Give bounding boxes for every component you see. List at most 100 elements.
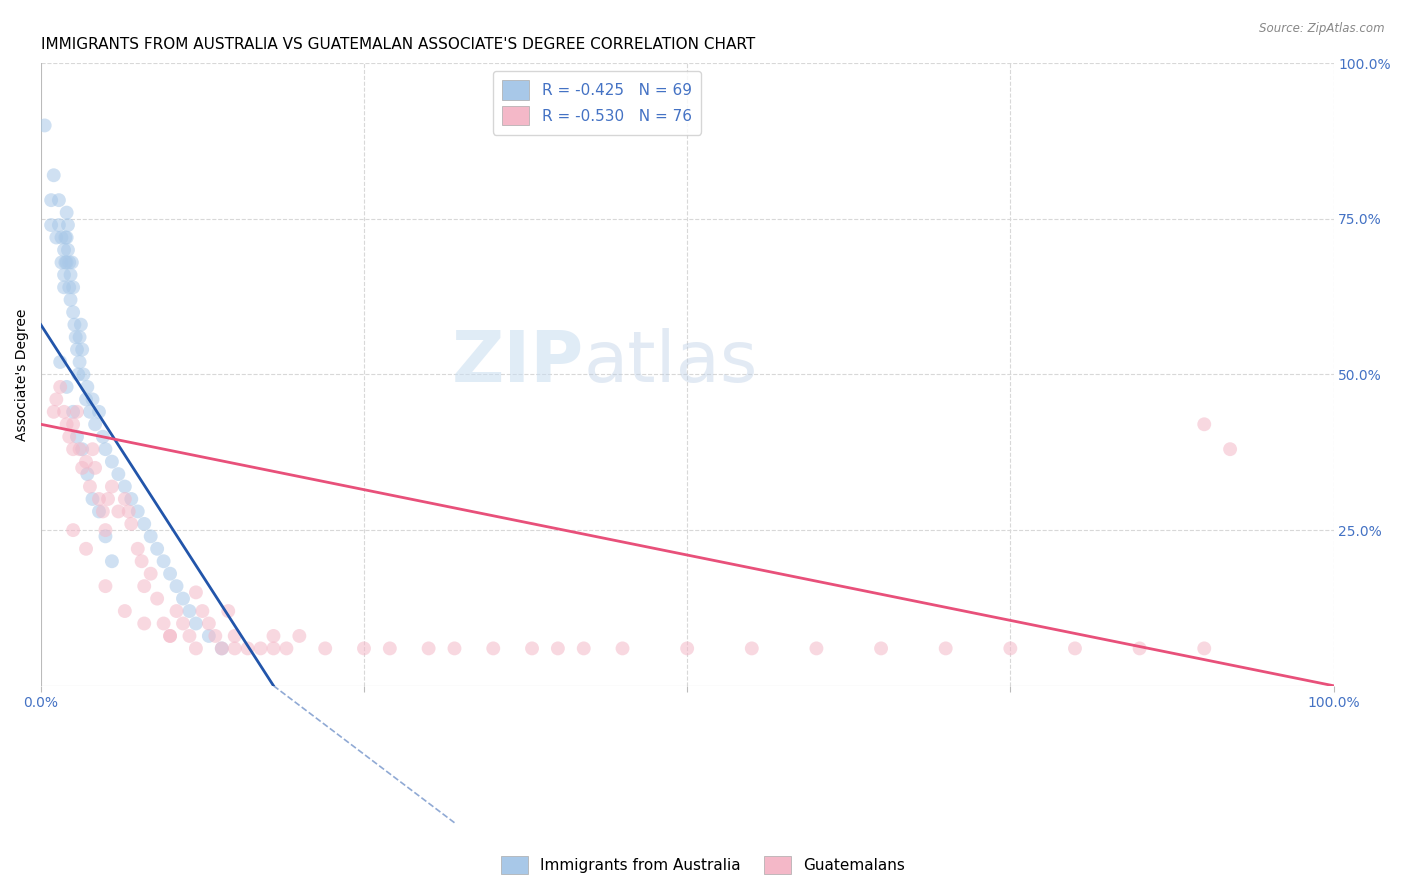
- Point: [62, 405, 84, 419]
- Point: [82, 442, 104, 457]
- Point: [63, 318, 86, 332]
- Point: [101, 455, 124, 469]
- Point: [94, 523, 117, 537]
- Point: [65, 330, 87, 344]
- Point: [1129, 641, 1152, 656]
- Point: [42, 168, 65, 182]
- Point: [870, 641, 893, 656]
- Point: [935, 641, 957, 656]
- Point: [134, 579, 156, 593]
- Point: [353, 641, 375, 656]
- Point: [198, 616, 221, 631]
- Point: [70, 461, 93, 475]
- Point: [56, 218, 79, 232]
- Legend: Immigrants from Australia, Guatemalans: Immigrants from Australia, Guatemalans: [495, 850, 911, 880]
- Point: [101, 479, 124, 493]
- Point: [288, 629, 311, 643]
- Point: [127, 504, 149, 518]
- Point: [91, 430, 114, 444]
- Point: [443, 641, 465, 656]
- Point: [314, 641, 336, 656]
- Point: [166, 604, 188, 618]
- Point: [263, 629, 285, 643]
- Point: [59, 293, 82, 307]
- Point: [184, 616, 207, 631]
- Legend: R = -0.425   N = 69, R = -0.530   N = 76: R = -0.425 N = 69, R = -0.530 N = 76: [492, 70, 700, 135]
- Point: [107, 504, 129, 518]
- Point: [53, 230, 76, 244]
- Point: [179, 604, 201, 618]
- Point: [152, 554, 174, 568]
- Point: [48, 218, 70, 232]
- Point: [572, 641, 595, 656]
- Point: [87, 491, 110, 506]
- Point: [49, 380, 72, 394]
- Point: [139, 566, 162, 581]
- Point: [62, 523, 84, 537]
- Point: [45, 392, 67, 407]
- Point: [66, 430, 89, 444]
- Point: [211, 641, 233, 656]
- Point: [62, 280, 84, 294]
- Point: [198, 629, 221, 643]
- Point: [55, 255, 77, 269]
- Point: [55, 417, 77, 432]
- Point: [55, 380, 77, 394]
- Point: [82, 491, 104, 506]
- Point: [66, 405, 89, 419]
- Point: [152, 616, 174, 631]
- Point: [676, 641, 699, 656]
- Point: [520, 641, 543, 656]
- Point: [97, 491, 120, 506]
- Point: [114, 479, 136, 493]
- Point: [53, 280, 76, 294]
- Point: [134, 516, 156, 531]
- Point: [45, 230, 67, 244]
- Y-axis label: Associate's Degree: Associate's Degree: [15, 309, 30, 441]
- Point: [42, 405, 65, 419]
- Point: [48, 193, 70, 207]
- Point: [87, 504, 110, 518]
- Point: [224, 641, 246, 656]
- Point: [1194, 641, 1216, 656]
- Point: [53, 405, 76, 419]
- Point: [184, 585, 207, 599]
- Point: [34, 119, 56, 133]
- Point: [127, 541, 149, 556]
- Point: [1194, 417, 1216, 432]
- Point: [69, 355, 91, 369]
- Point: [62, 442, 84, 457]
- Point: [94, 529, 117, 543]
- Point: [58, 255, 80, 269]
- Point: [84, 417, 107, 432]
- Point: [94, 579, 117, 593]
- Point: [547, 641, 569, 656]
- Point: [39, 193, 62, 207]
- Point: [482, 641, 505, 656]
- Point: [146, 541, 169, 556]
- Point: [217, 604, 239, 618]
- Point: [53, 255, 76, 269]
- Point: [114, 491, 136, 506]
- Point: [75, 541, 97, 556]
- Text: atlas: atlas: [583, 327, 758, 397]
- Point: [70, 442, 93, 457]
- Point: [120, 491, 142, 506]
- Point: [49, 355, 72, 369]
- Point: [172, 591, 194, 606]
- Point: [75, 455, 97, 469]
- Point: [53, 243, 76, 257]
- Point: [184, 641, 207, 656]
- Point: [76, 380, 98, 394]
- Point: [39, 218, 62, 232]
- Point: [120, 516, 142, 531]
- Point: [101, 554, 124, 568]
- Point: [159, 566, 181, 581]
- Point: [612, 641, 634, 656]
- Point: [211, 641, 233, 656]
- Point: [58, 430, 80, 444]
- Point: [79, 479, 101, 493]
- Point: [172, 616, 194, 631]
- Point: [72, 368, 94, 382]
- Point: [159, 629, 181, 643]
